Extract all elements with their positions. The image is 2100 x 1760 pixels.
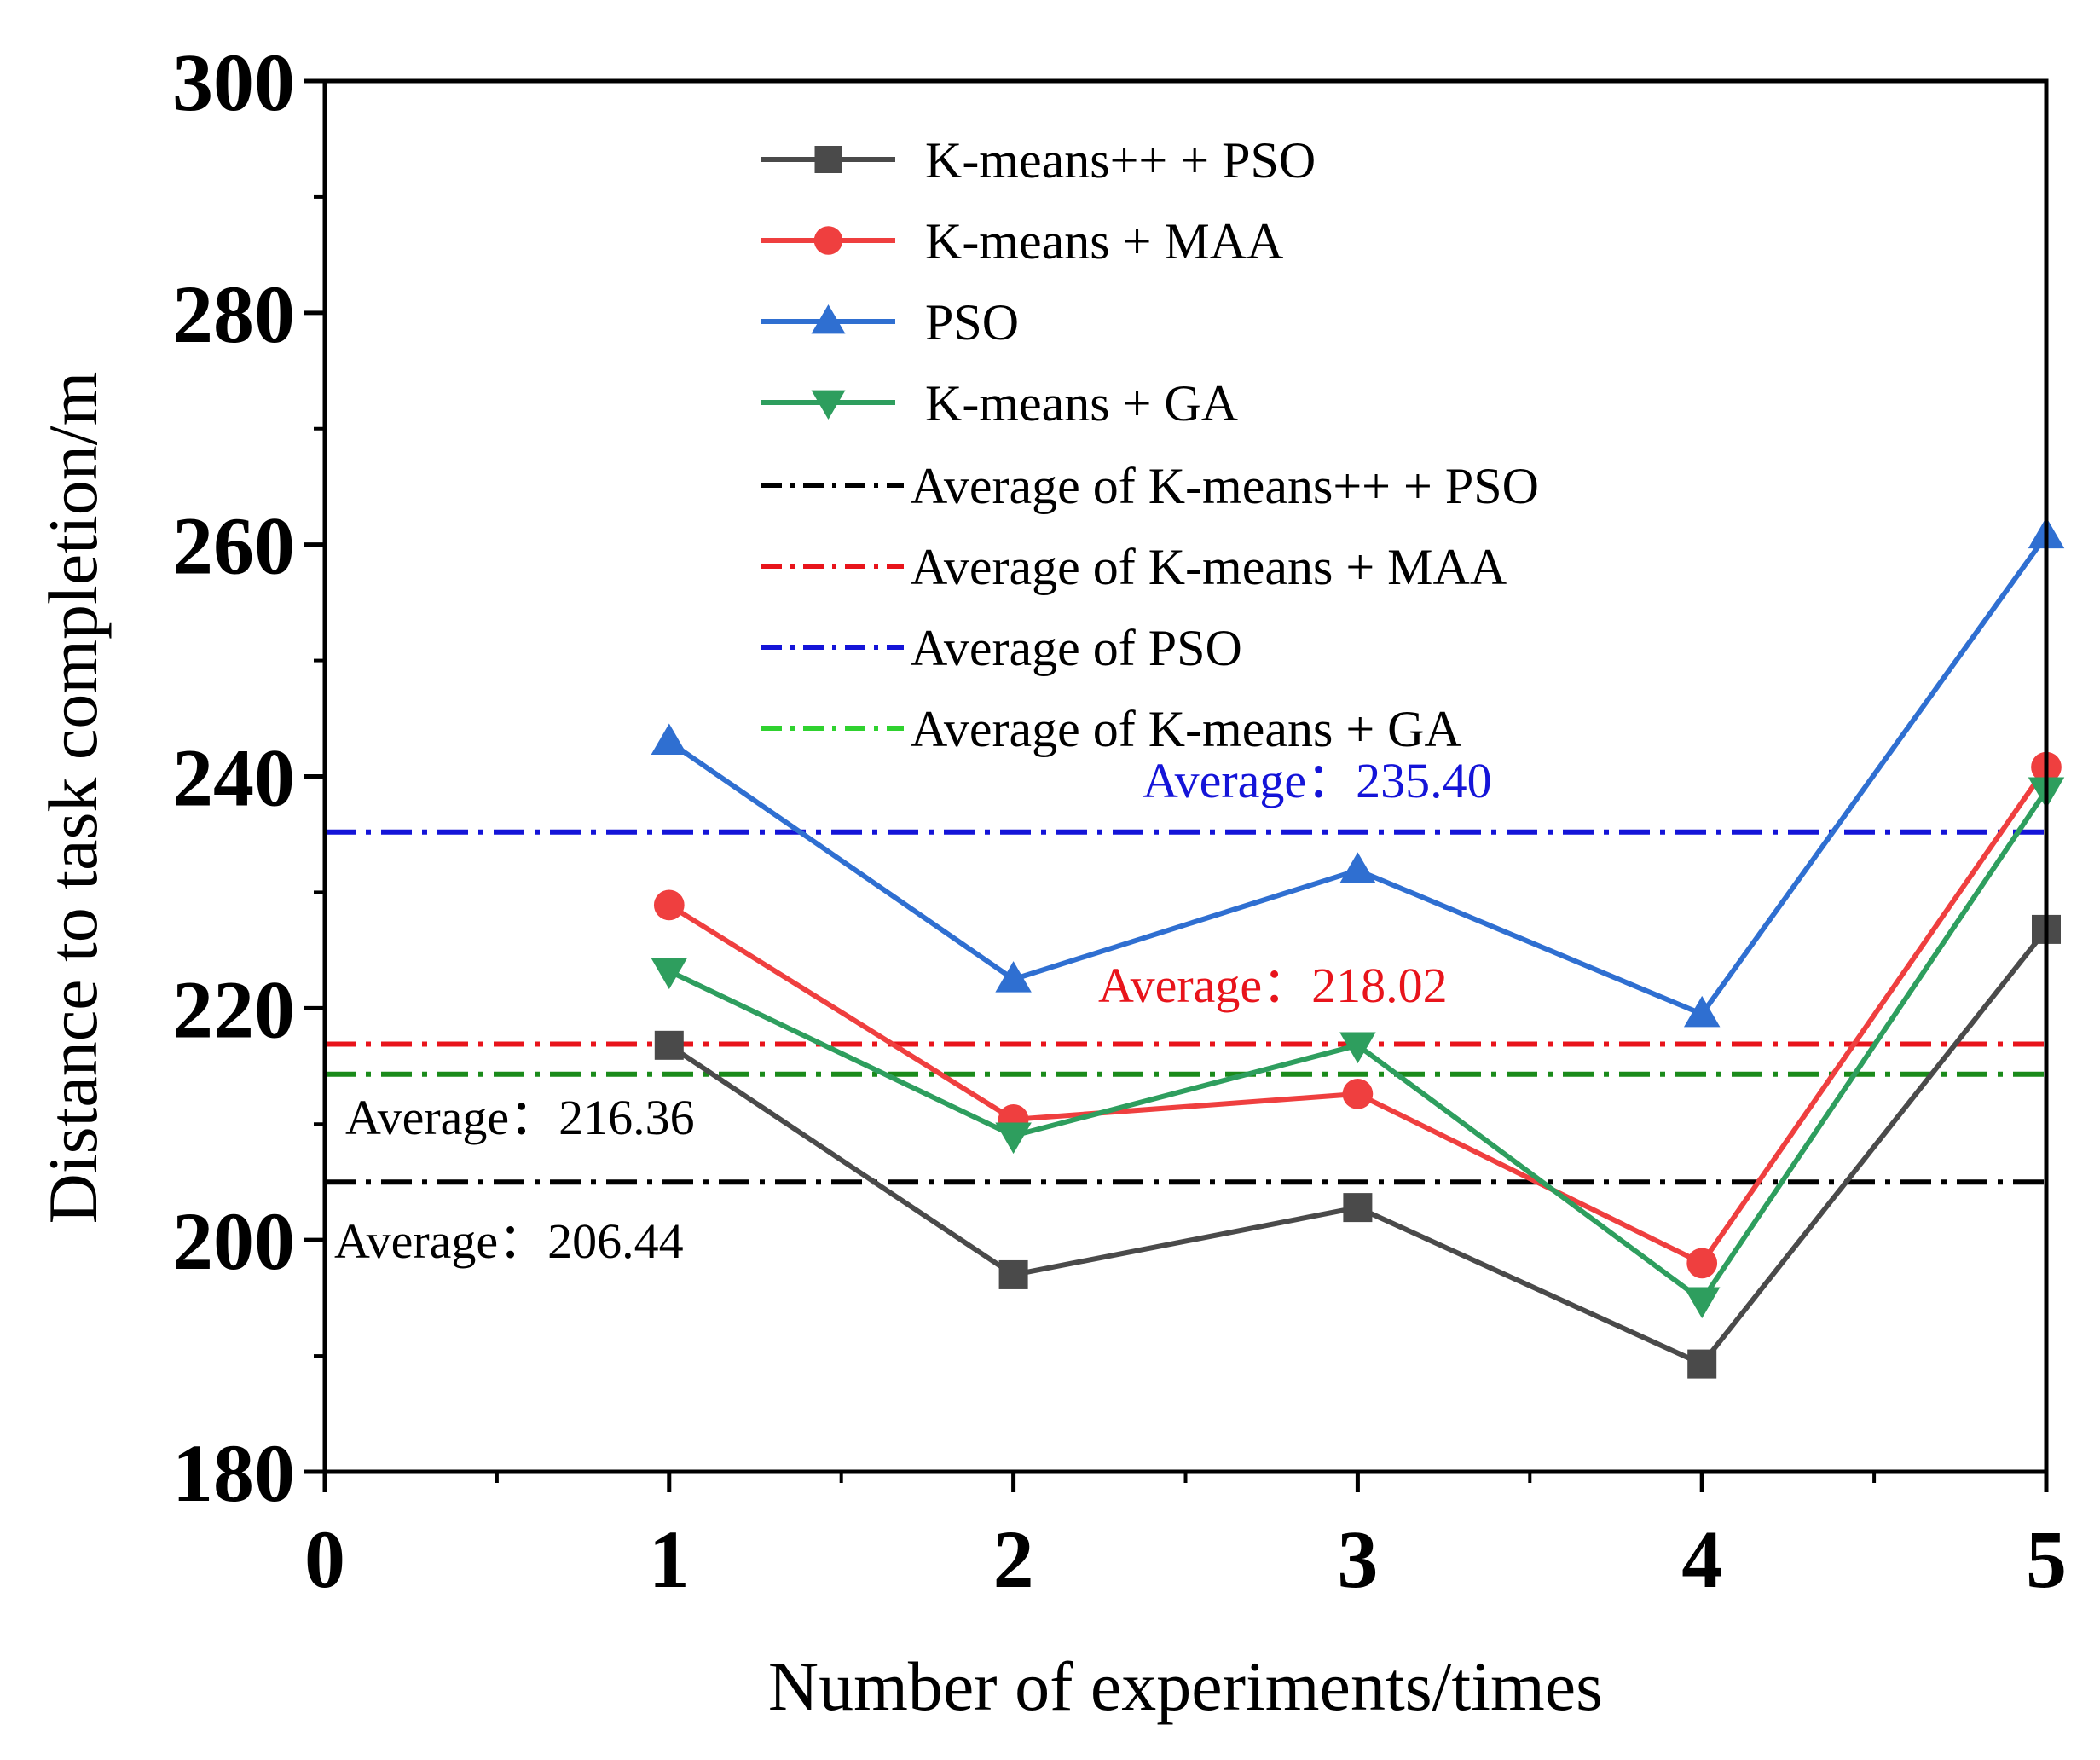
x-tick-label: 3 [1337,1514,1378,1605]
y-tick-label: 220 [172,964,295,1055]
x-tick-label: 4 [1681,1514,1722,1605]
legend-swatch-marker [811,304,846,334]
axis-ticks [304,78,2049,1492]
y-tick-label: 260 [172,501,295,592]
average-labels: Average：206.44 Average：218.02 Average：235.… [334,753,1492,1269]
average-label: Average：216.36 [345,1090,695,1145]
x-tick-label: 0 [304,1514,345,1605]
data-point [1687,1349,1717,1379]
legend-label: Average of K-means + MAA [911,539,1507,595]
average-label: Average：218.02 [1098,958,1448,1013]
data-point [1342,1079,1374,1109]
series-lines [668,534,2049,1367]
y-tick-label: 200 [172,1196,295,1287]
data-point [1339,852,1376,883]
legend-label: Average of K-means++ + PSO [911,458,1539,514]
legend-swatch-marker [811,390,846,420]
data-point [654,1030,684,1060]
data-point [651,723,688,756]
data-point [1339,1032,1376,1064]
x-tick-label: 2 [993,1514,1034,1605]
legend-label: K-means++ + PSO [925,132,1316,188]
y-tick-label: 280 [172,269,295,360]
data-point [651,958,688,990]
axis-tick-labels: 0 1 2 3 4 5 180 200 220 240 260 280 300 [172,37,2067,1605]
y-tick-label: 300 [172,37,295,128]
legend-label: Average of PSO [911,620,1242,676]
y-tick-label: 180 [172,1427,295,1519]
data-point [1343,1193,1373,1223]
average-label: Average：206.44 [334,1213,684,1269]
x-tick-label: 5 [2026,1514,2067,1605]
legend-label: K-means + GA [925,375,1238,431]
legend-swatch-marker [814,146,842,173]
data-point [653,889,685,921]
legend-swatch-marker [813,226,843,255]
legend-label: Average of K-means + GA [911,701,1461,757]
average-label: Average：235.40 [1143,753,1492,808]
legend-label: K-means + MAA [925,213,1283,269]
data-point [995,961,1032,993]
legend-label: PSO [925,294,1019,350]
x-tick-label: 1 [649,1514,690,1605]
series-markers [651,517,2065,1379]
data-point [998,1259,1028,1289]
y-axis-title: Distance to task completion/m [34,372,112,1224]
x-axis-title: Number of experiments/times [768,1647,1603,1725]
data-point [1686,1248,1718,1279]
legend: K-means++ + PSO K-means + MAA PSO K-means +… [761,132,1539,757]
y-tick-label: 240 [172,732,295,824]
data-point [1683,995,1721,1028]
data-point [995,1122,1032,1155]
data-point [1683,1287,1721,1319]
